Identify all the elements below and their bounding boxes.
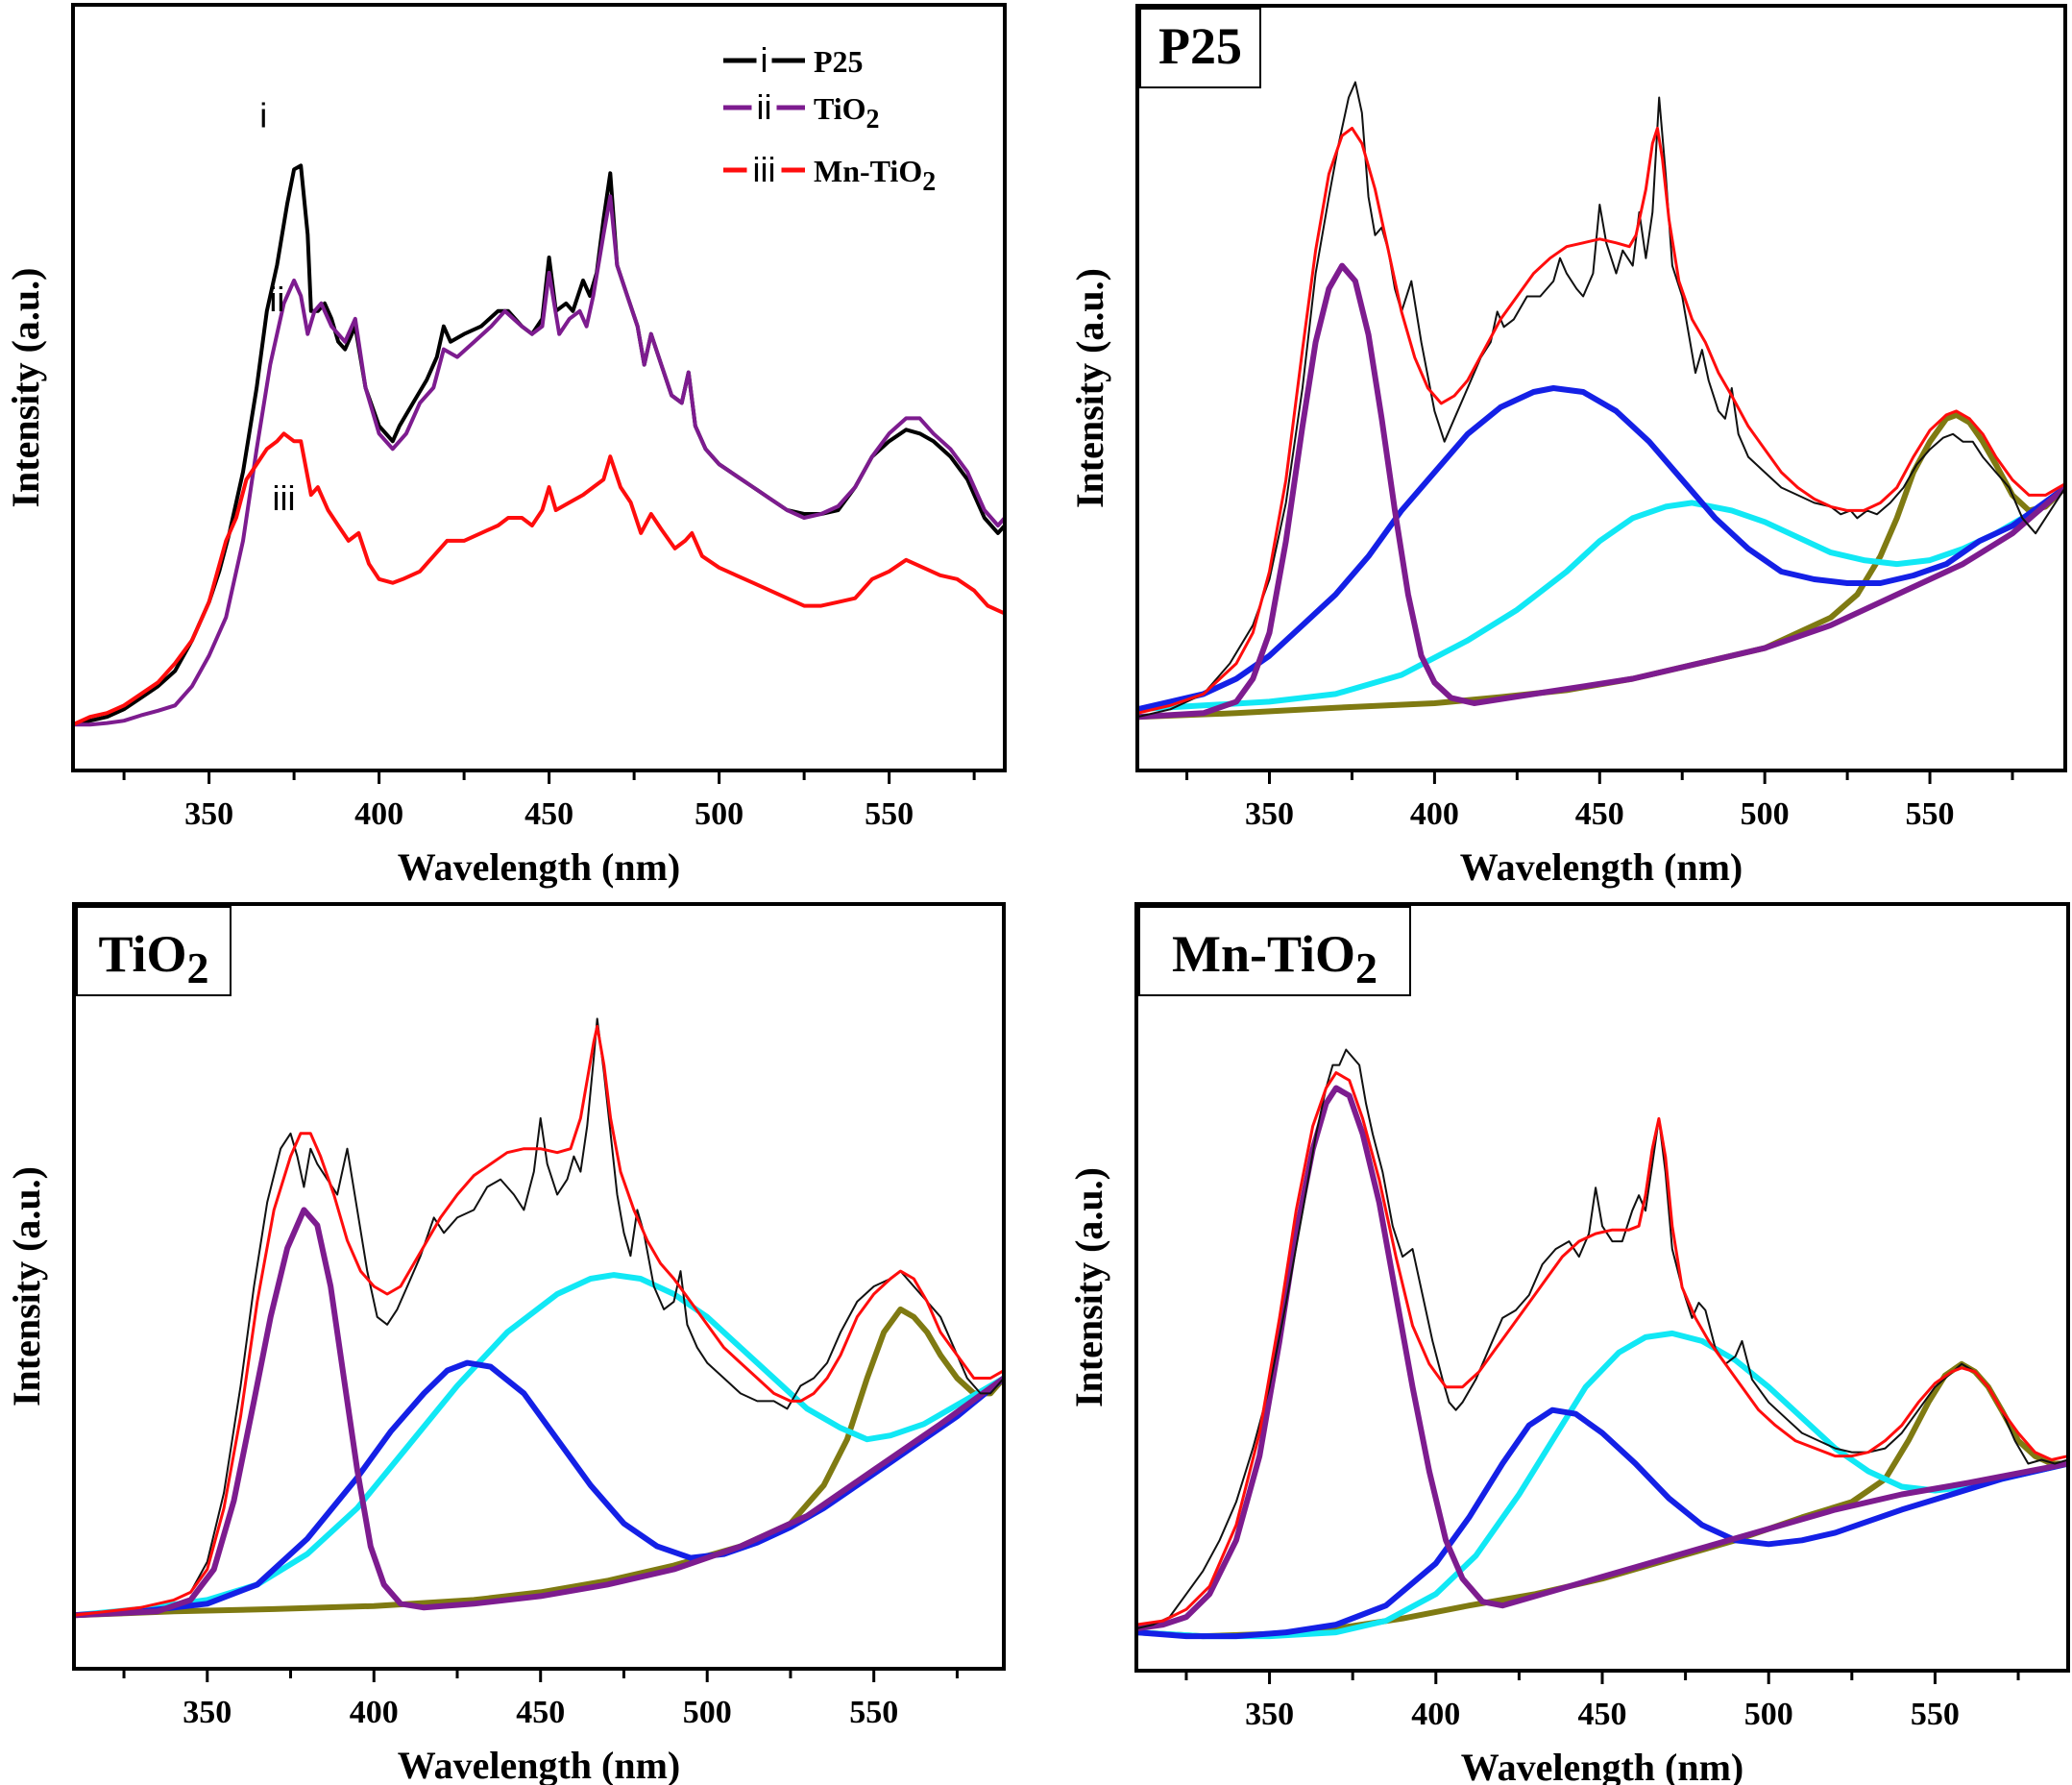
series-line-peak-3-473-nm <box>1137 484 2065 713</box>
x-tick-label: 400 <box>350 1695 399 1730</box>
series-line-raw <box>1137 81 2065 719</box>
x-tick-label: 450 <box>524 796 573 832</box>
y-axis-title: Intensity (a.u.) <box>4 267 47 507</box>
x-axis-title: Wavelength (nm) <box>398 845 680 889</box>
x-tick-label: 350 <box>184 796 233 832</box>
x-tick-label: 400 <box>1411 1697 1460 1732</box>
x-tick-label: 400 <box>354 796 403 832</box>
x-tick-label: 450 <box>1578 1697 1627 1732</box>
x-tick-label: 350 <box>1245 1697 1294 1732</box>
panel-label-main: P25 <box>1158 17 1242 75</box>
panel-label-main: TiO <box>98 925 186 983</box>
x-tick-label: 350 <box>1245 796 1294 832</box>
panel-label-subscript: 2 <box>187 943 209 992</box>
legend-marker: i <box>761 40 768 80</box>
plot-frame <box>71 3 1007 772</box>
legend-label: P25 <box>814 44 864 79</box>
series-line-peak-2-436-nm <box>1137 385 2065 713</box>
series-line-peak-1-379-nm <box>74 1207 1004 1619</box>
series-line-mn-tio2 <box>73 431 1005 727</box>
series-line-peak-3-472-nm <box>74 1272 1004 1619</box>
series-line-peak-1-372-nm <box>1137 262 2065 721</box>
x-tick-label: 550 <box>865 796 914 832</box>
panel-label-box <box>1138 906 1411 996</box>
y-axis-title: Intensity (a.u.) <box>5 1166 48 1406</box>
x-axis-title: Wavelength (nm) <box>1460 845 1743 889</box>
panel-mn-tio2-fit: 350 400 450 500 550 Wavelength (nm) Intensity … <box>1067 902 2070 1785</box>
plot-frame <box>1134 902 2070 1673</box>
panel-p25-fit: 350 400 450 500 550 Wavelength (nm) Intensity … <box>1068 4 2067 889</box>
series-line-raw <box>74 1017 1004 1617</box>
x-tick-label: 550 <box>1906 796 1955 832</box>
curve-annotation: i <box>259 96 267 135</box>
curve-annotation: iii <box>272 478 295 518</box>
series-line-peak-4-558-nm <box>1137 411 2065 721</box>
series-line-peak-3-471-nm <box>1136 1330 2068 1640</box>
x-axis-title: Wavelength (nm) <box>1461 1746 1743 1785</box>
x-tick-label: 500 <box>695 796 743 832</box>
plot-frame <box>1135 4 2067 772</box>
curve-annotation: ii <box>269 280 284 319</box>
series-line-cumulative-fit <box>1137 126 2065 715</box>
panel-label-main: Mn-TiO <box>1172 925 1355 983</box>
legend-label: Mn-TiO2 <box>814 154 936 197</box>
legend-label-subscript: 2 <box>922 167 936 197</box>
x-tick-label: 500 <box>1741 796 1790 832</box>
series-line-tio2 <box>73 194 1005 727</box>
x-tick-label: 450 <box>1575 796 1624 832</box>
panel-label-subscript: 2 <box>1355 943 1377 992</box>
x-tick-label: 400 <box>1410 796 1459 832</box>
panel-label-box <box>1139 8 1261 88</box>
legend-label-main: P25 <box>814 44 864 79</box>
plot-frame <box>72 902 1006 1671</box>
panel-label: TiO2 <box>98 925 208 992</box>
legend-label-main: Mn-TiO <box>814 154 922 188</box>
legend-label: TiO2 <box>814 91 880 134</box>
y-axis-title: Intensity (a.u.) <box>1068 268 1111 508</box>
series-line-peak-1-370-nm <box>1136 1085 2068 1632</box>
x-tick-label: 450 <box>516 1695 565 1730</box>
series-line-p25 <box>73 163 1005 727</box>
legend-marker: ii <box>757 87 772 127</box>
y-axis-title: Intensity (a.u.) <box>1067 1167 1110 1407</box>
series-line-peak-2-435-nm <box>1136 1406 2068 1640</box>
legend-marker: iii <box>753 150 776 189</box>
panel-label: P25 <box>1158 17 1242 75</box>
series-line-peak-2-428-nm <box>74 1359 1004 1619</box>
series-line-cumulative-fit <box>1136 1071 2068 1626</box>
x-tick-label: 550 <box>849 1695 898 1730</box>
series-line-peak-4-558-nm <box>74 1306 1004 1619</box>
panel-label-box <box>76 906 232 996</box>
x-tick-label: 550 <box>1911 1697 1960 1732</box>
panel-tio2-fit: 350 400 450 500 550 Wavelength (nm) Intensity … <box>5 902 1006 1785</box>
legend-label-main: TiO <box>814 91 866 126</box>
plot-area <box>1137 81 2065 721</box>
legend-label-subscript: 2 <box>866 105 880 134</box>
x-axis-title: Wavelength (nm) <box>398 1744 680 1785</box>
panel-comparison: 350 400 450 500 550 Wavelength (nm) Intensity … <box>4 3 1007 889</box>
panel-label: Mn-TiO2 <box>1172 925 1377 992</box>
x-tick-label: 350 <box>183 1695 232 1730</box>
plot-area <box>73 163 1005 727</box>
plot-area <box>74 1017 1004 1619</box>
x-tick-label: 500 <box>683 1695 732 1730</box>
series-line-raw <box>1136 1048 2068 1630</box>
plot-area <box>1136 1048 2068 1640</box>
x-tick-label: 500 <box>1744 1697 1793 1732</box>
series-line-cumulative-fit <box>74 1024 1004 1617</box>
